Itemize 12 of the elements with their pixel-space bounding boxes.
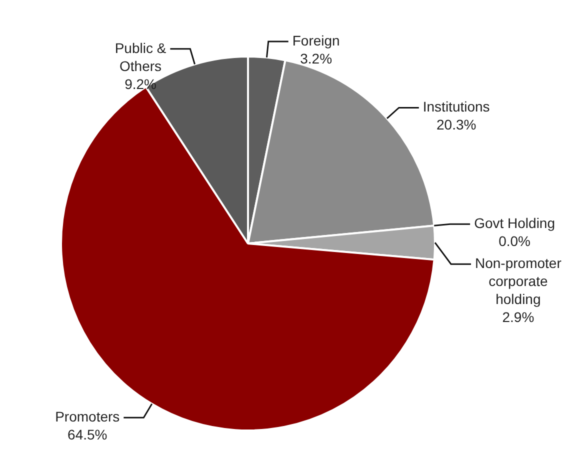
data-label: 3.2% xyxy=(300,50,332,66)
legend-label: Govt Holding xyxy=(474,214,556,231)
slice-label: Institutions xyxy=(422,98,490,115)
slice-label: Non-promoter corporate holding xyxy=(474,254,562,307)
slice-label: Public & Others xyxy=(114,40,167,74)
data-label: 64.5% xyxy=(68,426,108,442)
slice-label: Promoters xyxy=(55,408,120,424)
data-label: 9.2% xyxy=(124,76,156,92)
data-label: 2.9% xyxy=(502,308,534,325)
text: 0.0% xyxy=(498,232,530,249)
data-label: 20.3% xyxy=(436,116,476,133)
slice-label: Foreign xyxy=(292,32,340,48)
